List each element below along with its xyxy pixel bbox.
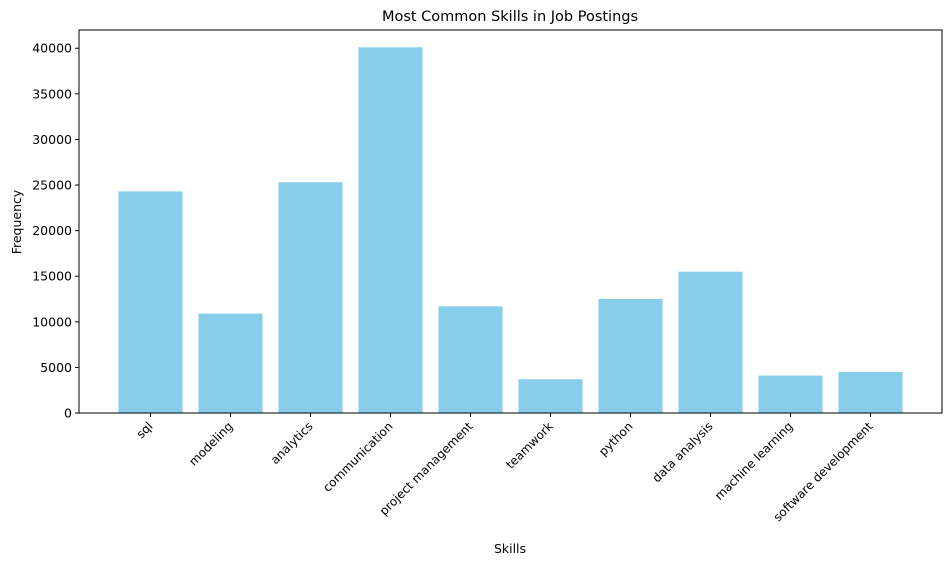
y-tick-label: 40000 bbox=[32, 41, 72, 56]
y-tick-label: 5000 bbox=[40, 360, 72, 375]
bar-teamwork bbox=[518, 379, 583, 413]
bar-analytics bbox=[278, 182, 343, 413]
bar-software-development bbox=[838, 371, 903, 413]
x-axis: sql modeling analytics communicationproject… bbox=[134, 413, 876, 524]
x-tick-label: data analysis bbox=[650, 419, 716, 485]
y-tick-label: 25000 bbox=[32, 178, 72, 193]
y-tick-label: 20000 bbox=[32, 223, 72, 238]
x-axis-label: Skills bbox=[494, 541, 526, 556]
bars-group bbox=[118, 47, 903, 413]
bar-communication bbox=[358, 47, 423, 413]
y-tick-label: 10000 bbox=[32, 314, 72, 329]
y-tick-label: 15000 bbox=[32, 269, 72, 284]
plot-frame bbox=[78, 29, 943, 414]
bar-data-analysis bbox=[678, 271, 743, 413]
x-tick-label: analytics bbox=[268, 419, 316, 467]
bar-modeling bbox=[198, 313, 263, 413]
y-tick-label: 30000 bbox=[32, 132, 72, 147]
x-tick-label: machine learning bbox=[712, 419, 796, 503]
y-axis: 0 5000 10000 15000 20000 25000 30000 35000 40000 bbox=[32, 41, 79, 421]
x-tick-label: modeling bbox=[186, 419, 235, 468]
x-tick-label: sql bbox=[134, 419, 156, 441]
x-tick-label: project management bbox=[377, 419, 476, 518]
bar-sql bbox=[118, 191, 183, 413]
x-tick-label: python bbox=[596, 419, 636, 459]
chart-title: Most Common Skills in Job Postings bbox=[382, 9, 638, 25]
x-tick-label: communication bbox=[320, 419, 396, 495]
bar-project-management bbox=[438, 306, 503, 413]
x-tick-label: teamwork bbox=[503, 419, 555, 471]
bar-python bbox=[598, 299, 663, 413]
y-tick-label: 0 bbox=[64, 406, 72, 421]
y-axis-label: Frequency bbox=[9, 189, 24, 254]
y-tick-label: 35000 bbox=[32, 86, 72, 101]
bar-machine-learning bbox=[758, 375, 823, 413]
